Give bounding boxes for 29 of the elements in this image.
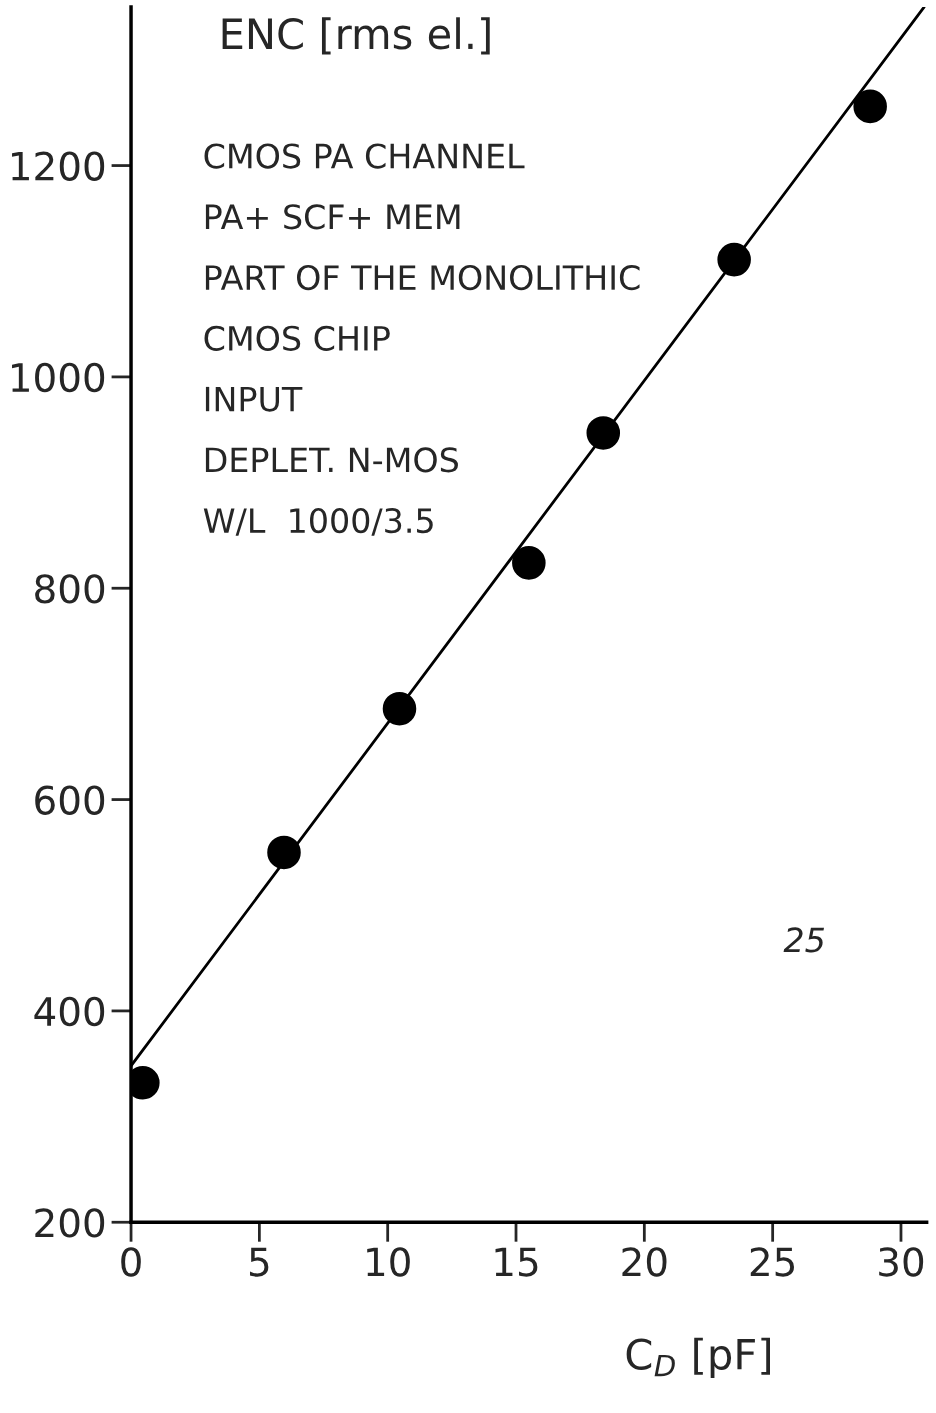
point (267, 835, 301, 870)
point (382, 691, 417, 726)
annotation: INPUT (205, 386, 303, 412)
y-tick-label: 1200 (12, 151, 105, 181)
y-tick-label: 600 (35, 785, 105, 815)
x-tick-label: 20 (622, 1247, 667, 1277)
y-tick-label: 200 (35, 1208, 105, 1238)
annotation: 25 (783, 927, 825, 953)
point (717, 242, 751, 277)
y-tick-label: 400 (34, 996, 105, 1027)
point (586, 416, 621, 450)
x-tick-label: 0 (121, 1247, 141, 1277)
x-tick-label: 30 (879, 1247, 924, 1277)
annotation: PART OF THE MONOLITHIC (205, 264, 640, 291)
point (853, 89, 887, 124)
annotation: CMOS CHIP (204, 325, 390, 351)
y-tick-label: 800 (35, 574, 105, 604)
x-tick-label: 15 (495, 1247, 538, 1277)
annotation: DEPLET. N-MOS (205, 447, 458, 473)
x-tick-label: 25 (750, 1247, 794, 1277)
y-tick-label: 1000 (12, 362, 105, 393)
annotation: CMOS PA CHANNEL (204, 143, 525, 169)
annotation: W/L 1000/3.5 (203, 507, 433, 536)
annotation: PA+ SCF+ MEM (205, 204, 460, 230)
y-axis-title: ENC [rms el.] (222, 17, 490, 55)
x-tick-label: 5 (249, 1247, 269, 1277)
point (512, 546, 546, 580)
x-tick-label: 10 (367, 1247, 410, 1277)
x-axis-title: C$_{D}$ [pF] (626, 1337, 770, 1379)
